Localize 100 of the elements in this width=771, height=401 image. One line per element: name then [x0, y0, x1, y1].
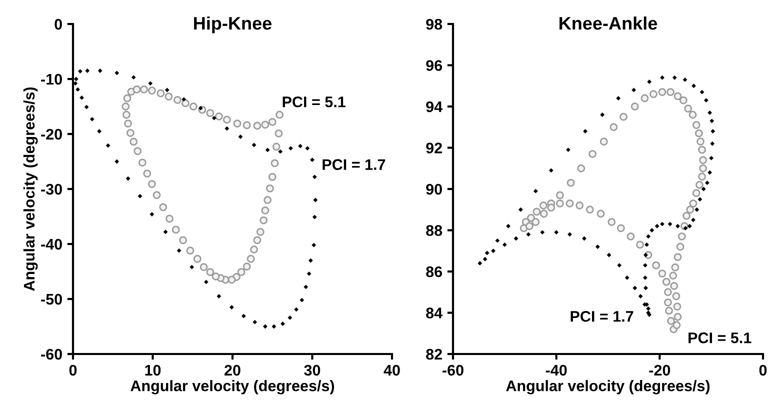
point: [123, 94, 132, 102]
point: [272, 142, 280, 151]
point: [138, 158, 146, 167]
point: [310, 158, 314, 162]
point: [242, 121, 251, 130]
point: [228, 276, 236, 284]
y-tick-label: -50: [41, 294, 62, 305]
point: [260, 216, 268, 224]
point: [222, 116, 231, 124]
point: [305, 146, 310, 150]
point: [206, 109, 214, 118]
y-tick-label: -40: [41, 238, 62, 250]
y-tick-label: -10: [41, 74, 62, 85]
y-tick-label: 98: [426, 18, 442, 30]
x-tick-label: -40: [546, 364, 567, 376]
chart-title: Knee-Ankle: [560, 16, 658, 30]
point: [130, 138, 138, 146]
point: [250, 246, 258, 254]
point: [306, 272, 312, 276]
point: [261, 120, 270, 129]
x-tick-label: -60: [442, 364, 464, 376]
point: [114, 159, 120, 164]
point: [268, 172, 276, 181]
point: [84, 104, 89, 110]
point: [265, 148, 270, 152]
point: [252, 142, 256, 148]
point: [230, 305, 234, 310]
point: [214, 112, 223, 120]
x-tick-label: 30: [304, 364, 320, 376]
point: [253, 122, 262, 130]
y-tick-label: 0: [54, 18, 62, 30]
point: [159, 203, 168, 212]
point: [124, 120, 132, 128]
point: [156, 89, 165, 98]
point: [166, 214, 174, 223]
point: [280, 322, 285, 326]
point: [200, 263, 208, 272]
x-tick-label: 10: [145, 364, 161, 376]
point: [98, 68, 102, 73]
chart-title: Hip-Knee: [194, 16, 272, 34]
point: [193, 254, 202, 263]
point: [148, 86, 156, 94]
annotation: PCI = 5.1: [688, 332, 752, 344]
point: [150, 212, 154, 216]
point: [182, 97, 186, 102]
point: [288, 316, 292, 320]
annotation: PCI = 5.1: [282, 96, 346, 108]
point: [90, 116, 94, 122]
point: [264, 196, 272, 204]
point: [268, 118, 276, 126]
point: [204, 280, 208, 284]
x-axis-title: Angular velocity (degrees/s): [130, 380, 334, 394]
point: [134, 147, 142, 155]
point: [140, 86, 148, 94]
point: [288, 146, 293, 150]
point: [80, 96, 84, 100]
point: [241, 314, 246, 318]
y-tick-label: -20: [41, 128, 62, 140]
point: [278, 149, 283, 154]
y-tick-label: 96: [426, 60, 442, 71]
point: [253, 236, 262, 244]
y-tick-label: -30: [41, 184, 62, 195]
point: [212, 272, 220, 280]
point: [176, 248, 182, 253]
point: [172, 226, 180, 234]
point: [164, 88, 170, 92]
point: [179, 236, 188, 244]
y-tick-label: 86: [426, 266, 442, 278]
point: [266, 184, 274, 192]
point: [252, 320, 258, 324]
point: [272, 324, 276, 329]
point: [308, 258, 313, 263]
y-tick-label: 92: [426, 142, 442, 154]
point: [74, 76, 78, 82]
point: [143, 170, 152, 178]
point: [186, 246, 194, 255]
point: [270, 159, 279, 168]
x-tick-label: 0: [69, 364, 77, 376]
point: [256, 228, 264, 236]
point: [163, 230, 168, 234]
point: [85, 68, 90, 73]
point: [312, 174, 317, 180]
point: [132, 86, 141, 94]
x-tick-label: 40: [384, 364, 400, 376]
point: [181, 99, 190, 108]
annotation: PCI = 1.7: [322, 159, 386, 170]
point: [298, 144, 302, 148]
point: [76, 87, 80, 92]
point: [126, 128, 134, 137]
point: [148, 81, 153, 86]
point: [138, 194, 142, 198]
point: [122, 110, 130, 119]
point: [212, 116, 216, 120]
point: [242, 262, 251, 270]
point: [313, 198, 318, 202]
point: [246, 254, 255, 263]
y-tick-label: 82: [426, 348, 442, 360]
point: [106, 143, 110, 148]
point: [224, 126, 230, 131]
annotation: PCI = 1.7: [570, 310, 634, 322]
